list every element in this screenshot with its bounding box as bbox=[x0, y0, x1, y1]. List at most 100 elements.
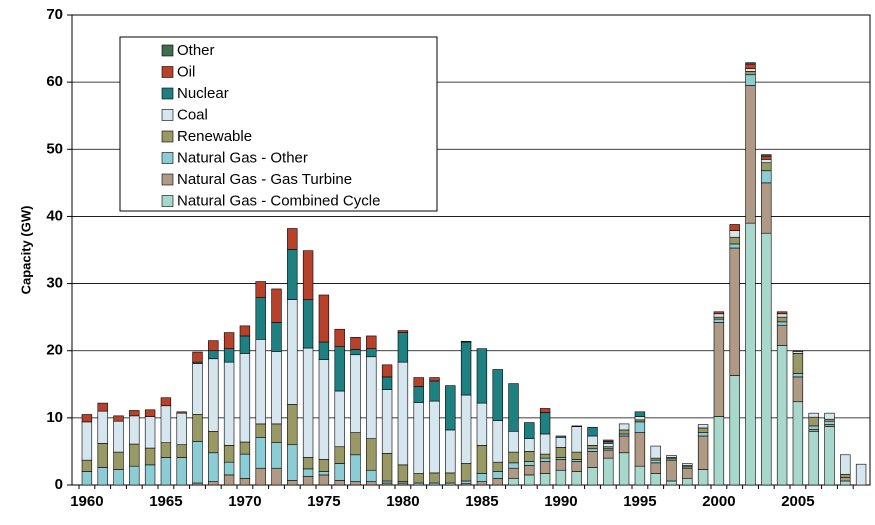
bar-segment bbox=[745, 62, 756, 65]
bar-segment bbox=[555, 457, 567, 460]
legend-swatch bbox=[161, 109, 174, 121]
bar-segment bbox=[776, 324, 788, 346]
bar-segment bbox=[840, 477, 851, 482]
y-tick-label: 10 bbox=[46, 409, 63, 426]
bar-segment bbox=[334, 479, 345, 486]
bar-segment bbox=[587, 448, 598, 452]
bar-segment bbox=[129, 443, 140, 467]
bar-segment bbox=[413, 473, 424, 484]
bar-segment bbox=[808, 428, 819, 432]
bar-segment bbox=[144, 416, 156, 449]
bar-segment bbox=[81, 421, 93, 461]
bar-segment bbox=[350, 336, 361, 350]
bar-segment bbox=[761, 170, 772, 184]
bar-segment bbox=[208, 358, 219, 432]
bar-segment bbox=[413, 385, 424, 403]
bar-segment bbox=[618, 423, 630, 431]
bar-segment bbox=[397, 361, 409, 466]
bar-segment bbox=[97, 402, 108, 412]
bar-segment bbox=[713, 322, 725, 417]
bar-segment bbox=[208, 481, 219, 486]
bar-segment bbox=[792, 350, 804, 352]
bar-segment bbox=[840, 454, 851, 475]
bar-segment bbox=[603, 449, 614, 459]
bar-segment bbox=[366, 481, 377, 486]
bar-segment bbox=[334, 446, 345, 464]
bar-segment bbox=[223, 445, 235, 463]
bar-segment bbox=[271, 423, 282, 443]
bar-segment bbox=[492, 369, 503, 421]
bar-segment bbox=[397, 482, 409, 486]
bar-segment bbox=[192, 414, 203, 442]
bar-segment bbox=[524, 461, 535, 466]
bar-segment bbox=[840, 480, 851, 486]
bar-segment bbox=[113, 415, 124, 422]
bar-segment bbox=[729, 236, 740, 245]
bar-segment bbox=[334, 390, 345, 448]
bar-segment bbox=[460, 463, 472, 482]
bar-segment bbox=[192, 482, 203, 486]
bar-segment bbox=[555, 437, 567, 448]
x-tick-label: 1990 bbox=[544, 493, 577, 510]
bar-segment bbox=[776, 316, 788, 323]
bar-segment bbox=[318, 471, 330, 476]
bar-segment bbox=[587, 435, 598, 446]
bar-segment bbox=[713, 313, 725, 318]
bar-segment bbox=[587, 445, 598, 450]
bar-segment bbox=[492, 461, 503, 472]
x-tick-label: 1965 bbox=[149, 493, 182, 510]
bar-segment bbox=[555, 447, 567, 458]
legend-label: Renewable bbox=[177, 128, 252, 145]
bar-segment bbox=[508, 462, 519, 469]
bar-segment bbox=[397, 464, 409, 482]
bar-segment bbox=[524, 474, 535, 486]
bar-segment bbox=[350, 481, 361, 486]
bar-segment bbox=[176, 412, 187, 446]
bar-segment bbox=[666, 480, 677, 486]
bar-segment bbox=[824, 412, 835, 420]
x-tick-label: 1995 bbox=[623, 493, 656, 510]
bar-segment bbox=[603, 446, 614, 450]
bar-segment bbox=[761, 182, 772, 234]
bar-segment bbox=[587, 426, 598, 437]
bar-segment bbox=[160, 442, 172, 458]
bar-segment bbox=[429, 377, 440, 382]
bar-segment bbox=[761, 162, 772, 172]
bar-segment bbox=[476, 481, 488, 486]
bar-segment bbox=[682, 477, 693, 486]
bar-segment bbox=[271, 322, 282, 352]
x-tick-label: 1980 bbox=[386, 493, 419, 510]
bar-segment bbox=[239, 325, 251, 337]
bar-segment bbox=[271, 467, 282, 486]
bar-segment bbox=[302, 475, 314, 486]
bar-segment bbox=[745, 74, 756, 86]
bar-segment bbox=[492, 477, 503, 486]
bar-segment bbox=[334, 346, 345, 392]
bar-segment bbox=[239, 477, 251, 486]
bar-segment bbox=[192, 351, 203, 363]
bar-segment bbox=[571, 461, 582, 472]
bar-segment bbox=[745, 222, 756, 486]
bar-segment bbox=[571, 459, 582, 462]
bar-segment bbox=[287, 479, 298, 486]
bar-segment bbox=[745, 71, 756, 76]
bar-segment bbox=[792, 373, 804, 378]
bar-segment bbox=[192, 363, 203, 415]
legend-label: Nuclear bbox=[177, 85, 229, 102]
bar-segment bbox=[413, 482, 424, 486]
bar-segment bbox=[666, 455, 677, 458]
bar-segment bbox=[81, 459, 93, 472]
bar-segment bbox=[366, 356, 377, 439]
bar-segment bbox=[445, 482, 456, 486]
x-tick-label: 1975 bbox=[307, 493, 340, 510]
bar-segment bbox=[239, 441, 251, 455]
bar-segment bbox=[366, 438, 377, 471]
bar-segment bbox=[729, 243, 740, 249]
bar-segment bbox=[350, 454, 361, 482]
bar-segment bbox=[476, 402, 488, 446]
bar-segment bbox=[729, 224, 740, 231]
bar-segment bbox=[318, 294, 330, 343]
bar-segment bbox=[761, 155, 772, 160]
bar-segment bbox=[287, 228, 298, 250]
bar-segment bbox=[492, 420, 503, 463]
